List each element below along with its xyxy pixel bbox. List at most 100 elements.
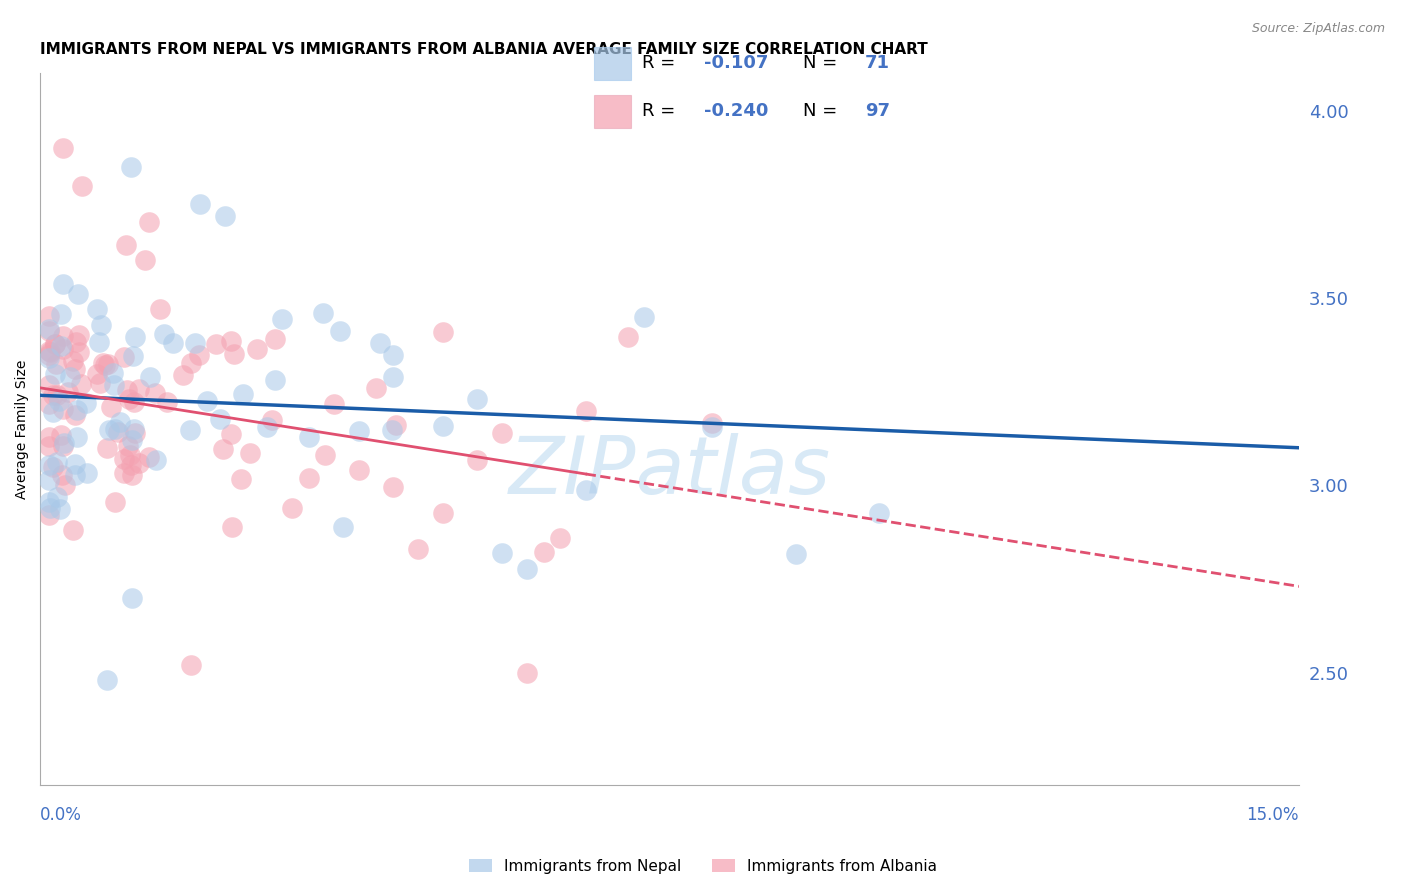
Point [138,450,160,464]
Point [311,305,333,319]
Point [868,506,890,520]
Point [121,349,143,363]
Point [115,383,138,397]
Point [63,408,86,422]
Point [298,430,321,444]
Point [322,397,344,411]
Point [112,451,135,466]
Point [256,420,278,434]
Point [700,416,723,430]
Point [382,347,405,361]
Point [48,393,70,408]
Point [46,490,69,504]
Point [93,359,115,373]
Point [37,439,59,453]
Point [52,141,75,155]
Point [66,430,89,444]
Point [121,433,143,447]
Point [616,329,638,343]
Point [39,344,62,359]
Point [66,403,89,417]
Text: Source: ZipAtlas.com: Source: ZipAtlas.com [1251,22,1385,36]
Point [222,347,245,361]
Point [188,197,211,211]
Point [118,392,141,406]
Point [66,287,89,301]
Point [112,350,135,364]
Point [516,561,538,575]
Point [364,381,387,395]
Point [264,332,287,346]
Text: 71: 71 [865,54,890,72]
Point [156,395,179,409]
Point [406,542,429,557]
Point [37,474,59,488]
Point [187,348,209,362]
Point [214,209,236,223]
Point [221,519,243,533]
Point [633,310,655,325]
Point [37,325,59,339]
Point [465,453,488,467]
Point [62,354,84,368]
Point [153,327,176,342]
Point [145,452,167,467]
Point [107,425,129,439]
Text: 0.0%: 0.0% [41,806,82,824]
Text: N =: N = [803,54,837,72]
Point [124,425,146,440]
Point [112,466,135,480]
Point [65,335,87,350]
Point [46,455,69,469]
Point [212,442,235,457]
Point [229,472,252,486]
Point [381,423,404,437]
Point [52,342,75,356]
Point [329,324,352,338]
Point [264,373,287,387]
Point [41,459,63,474]
Point [51,277,73,292]
Point [550,531,572,545]
Point [51,468,73,483]
Point [86,367,108,381]
Point [232,387,254,401]
FancyBboxPatch shape [595,47,631,79]
Point [195,394,218,409]
Point [87,335,110,350]
Point [59,370,82,384]
Point [122,394,145,409]
Point [368,335,391,350]
Point [270,312,292,326]
Point [128,456,150,470]
Point [117,439,139,453]
Point [121,591,143,606]
Point [67,344,90,359]
Point [239,446,262,460]
Point [62,523,84,537]
Point [347,424,370,438]
Point [314,448,336,462]
Point [56,384,79,399]
Point [63,457,86,471]
Text: N =: N = [803,102,837,120]
Point [108,415,131,429]
Point [46,388,69,402]
Point [37,397,59,411]
Legend: Immigrants from Nepal, Immigrants from Albania: Immigrants from Nepal, Immigrants from A… [463,853,943,880]
Point [67,328,90,343]
Point [219,334,242,348]
Text: R =: R = [643,102,675,120]
Point [491,425,513,440]
Point [53,436,76,450]
Text: 15.0%: 15.0% [1247,806,1299,824]
Text: -0.240: -0.240 [704,102,769,120]
Text: ZIPatlas: ZIPatlas [509,433,831,511]
Point [44,337,66,351]
Point [103,378,125,392]
Point [205,337,228,351]
Point [90,318,112,333]
Point [120,458,142,473]
Point [45,357,67,371]
Point [89,376,111,390]
